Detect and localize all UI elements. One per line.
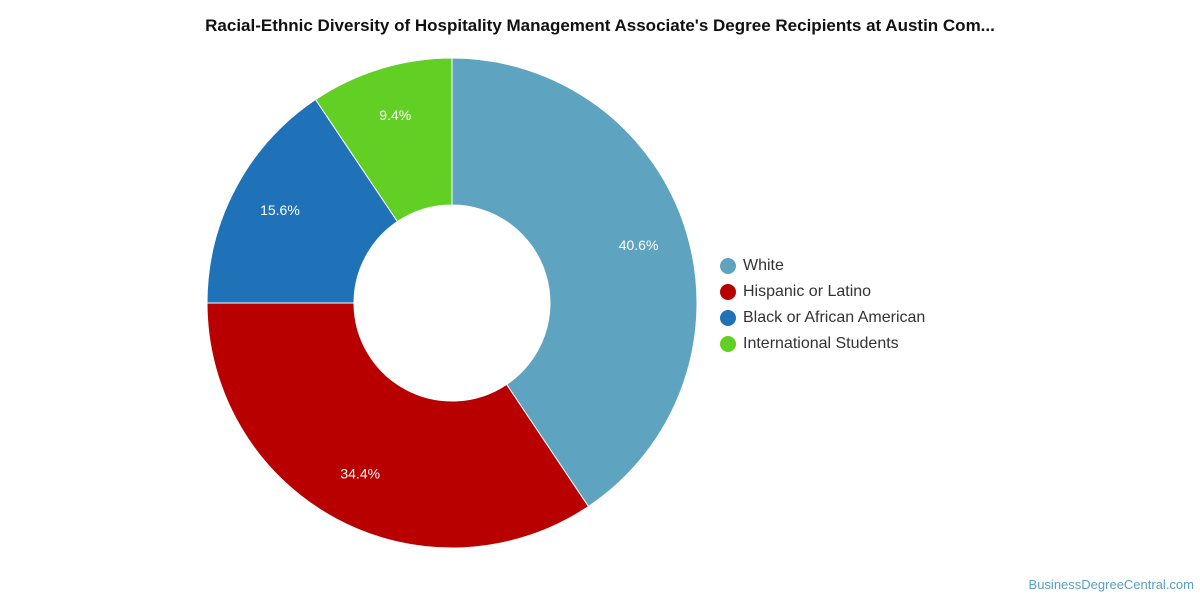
legend-item-black-or-african-american[interactable]: Black or African American	[720, 305, 925, 331]
slice-white[interactable]	[451, 57, 698, 508]
legend-swatch	[720, 258, 736, 274]
slice-label-black-or-african-american: 15.6%	[260, 202, 300, 218]
chart-title: Racial-Ethnic Diversity of Hospitality M…	[205, 16, 995, 35]
slice-black-or-african-american[interactable]	[206, 98, 399, 304]
legend-label: International Students	[743, 335, 899, 352]
source-credit[interactable]: BusinessDegreeCentral.com	[1028, 577, 1194, 592]
slice-label-white: 40.6%	[619, 237, 659, 253]
legend-item-white[interactable]: White	[720, 253, 925, 279]
slice-label-international-students: 9.4%	[379, 107, 411, 123]
slice-label-hispanic-or-latino: 34.4%	[340, 466, 380, 482]
legend-swatch	[720, 336, 736, 352]
legend-item-hispanic-or-latino[interactable]: Hispanic or Latino	[720, 279, 925, 305]
legend-label: Black or African American	[743, 309, 926, 326]
legend-item-international-students[interactable]: International Students	[720, 331, 925, 357]
legend-swatch	[720, 310, 736, 326]
legend-swatch	[720, 284, 736, 300]
chart-legend: White Hispanic or Latino Black or African …	[720, 253, 925, 357]
slice-hispanic-or-latino[interactable]	[206, 302, 590, 549]
legend-label: White	[743, 257, 784, 274]
legend-label: Hispanic or Latino	[743, 283, 872, 300]
slice-international-students[interactable]	[314, 57, 453, 223]
